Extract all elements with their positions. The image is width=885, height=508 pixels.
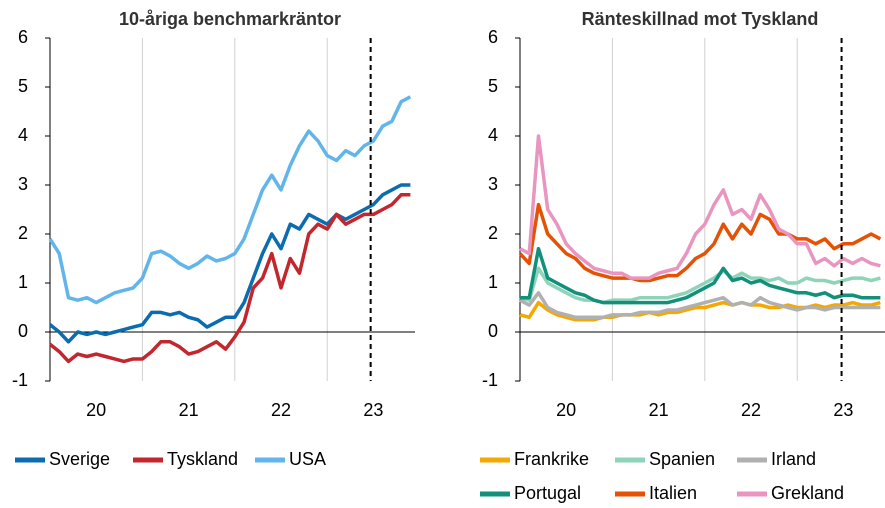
y-tick-label: 6 [488,27,498,47]
line-series [48,183,411,344]
legend-label: Grekland [771,483,844,503]
legend-label: Spanien [649,449,715,469]
y-tick-label: 4 [18,125,28,145]
y-tick-label: 1 [18,272,28,292]
y-tick-label: 2 [488,223,498,243]
x-tick-label: 23 [833,400,853,420]
x-tick-label: 23 [363,400,383,420]
y-tick-label: 5 [488,76,498,96]
x-tick-label: 22 [741,400,761,420]
line-series [519,134,881,280]
x-tick-label: 21 [179,400,199,420]
legend-label: Italien [649,483,697,503]
legend-label: Portugal [514,483,581,503]
y-tick-label: 0 [488,321,498,341]
chart-title: 10-åriga benchmarkräntor [119,9,341,29]
chart-title: Ränteskillnad mot Tyskland [582,9,819,29]
y-tick-label: 5 [18,76,28,96]
line-series [519,266,881,305]
y-tick-label: 2 [18,223,28,243]
line-series [520,246,881,305]
x-tick-label: 22 [271,400,291,420]
line-series [519,291,881,320]
x-tick-label: 21 [649,400,669,420]
x-tick-label: 20 [86,400,106,420]
y-tick-label: 3 [488,174,498,194]
line-series [519,300,881,322]
y-tick-label: 1 [488,272,498,292]
legend-label: Irland [771,449,816,469]
y-tick-label: 6 [18,27,28,47]
legend-label: Sverige [49,449,110,469]
line-series [48,95,412,305]
x-tick-label: 20 [556,400,576,420]
line-series [518,202,882,283]
legend-label: USA [289,449,326,469]
y-tick-label: -1 [12,370,28,390]
legend-label: Frankrike [514,449,589,469]
y-tick-label: 3 [18,174,28,194]
y-tick-label: 4 [488,125,498,145]
line-series [48,193,411,364]
y-tick-label: -1 [482,370,498,390]
y-tick-label: 0 [18,321,28,341]
legend-label: Tyskland [167,449,238,469]
